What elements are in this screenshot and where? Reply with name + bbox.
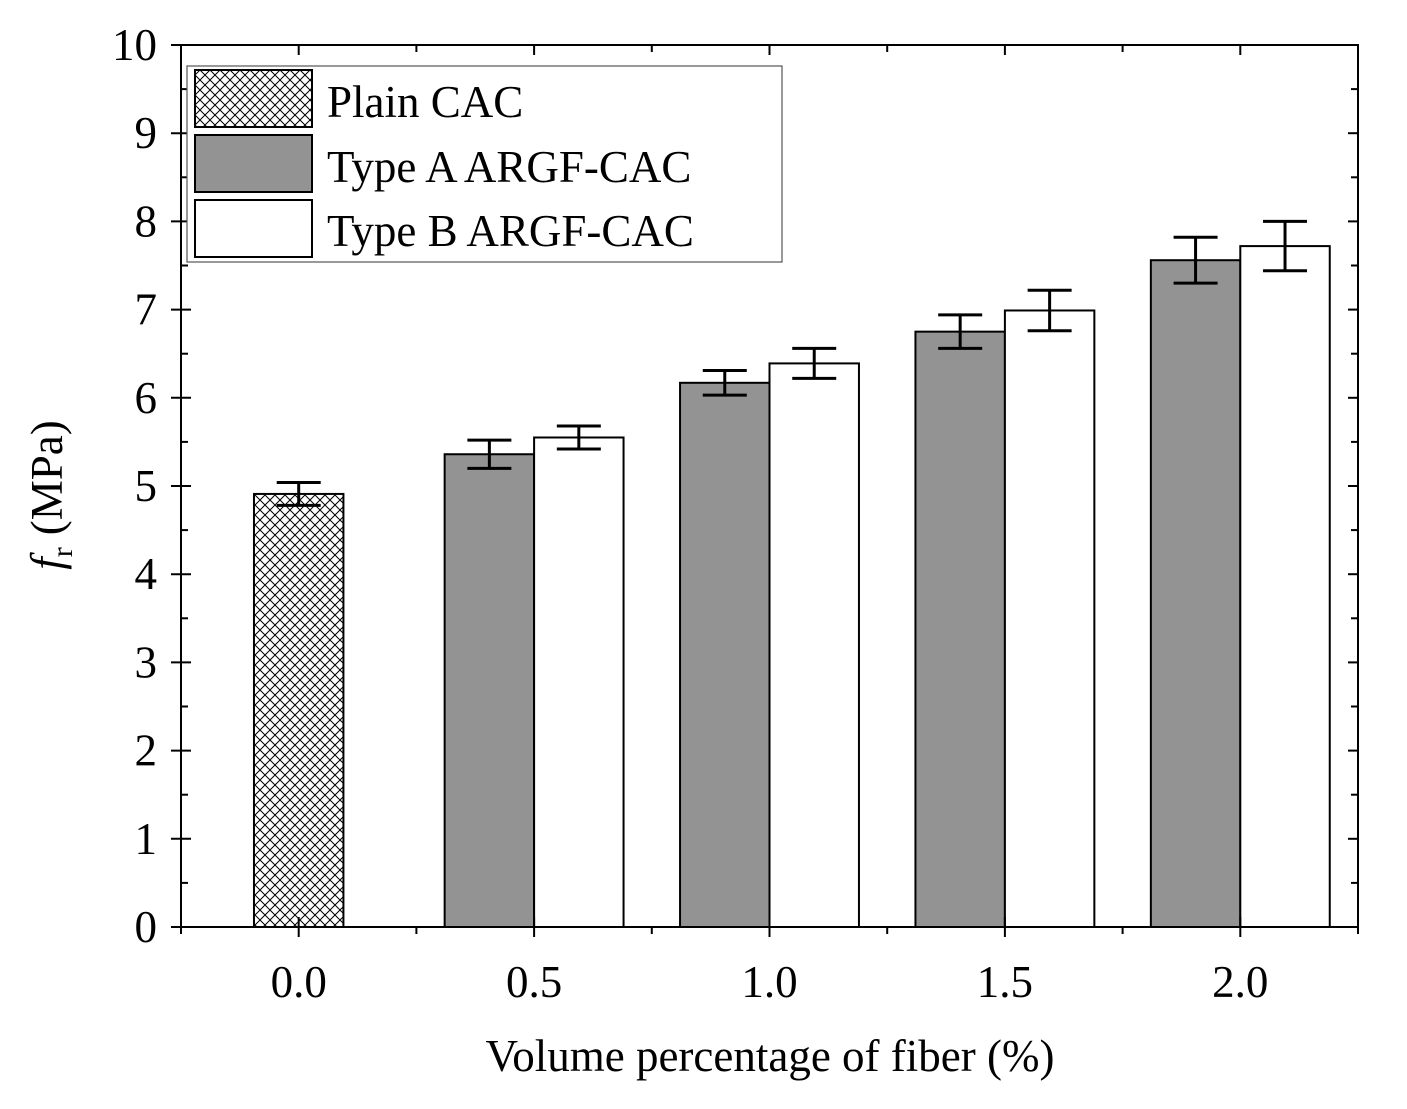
bar-type-a-argf-cac-0.5 xyxy=(443,453,536,928)
y-tick-label: 8 xyxy=(135,196,158,246)
error-bars-layer xyxy=(276,219,1308,507)
y-axis-label-unit: (MPa) xyxy=(22,420,72,535)
legend-label-plain-cac: Plain CAC xyxy=(327,77,523,127)
y-tick-label: 6 xyxy=(135,373,158,423)
bar-type-b-argf-cac-0.5 xyxy=(533,436,625,928)
bar-type-a-argf-cac-2.0 xyxy=(1149,259,1242,928)
x-tick-label: 0.5 xyxy=(506,957,562,1007)
x-tick-label: 0.0 xyxy=(271,957,327,1007)
y-tick-label: 1 xyxy=(135,814,158,864)
bar-type-b-argf-cac-1.0 xyxy=(768,362,860,929)
bar-type-b-argf-cac-1.5 xyxy=(1003,309,1096,928)
y-tick-label: 2 xyxy=(135,726,158,776)
x-tick-label: 1.0 xyxy=(741,957,797,1007)
y-tick-label: 10 xyxy=(112,20,157,70)
legend-label-type-b: Type B ARGF-CAC xyxy=(327,206,694,256)
y-axis: 0 1 2 3 4 5 6 7 8 9 10 xyxy=(112,20,1358,952)
x-axis-label: Volume percentage of fiber (%) xyxy=(486,1031,1055,1081)
x-tick-label: 2.0 xyxy=(1212,957,1268,1007)
bar-plain-cac-0.0 xyxy=(252,492,345,928)
y-axis-label: fr(MPa) xyxy=(22,420,79,570)
y-tick-label: 7 xyxy=(135,285,158,335)
bar-type-a-argf-cac-1.0 xyxy=(679,381,771,928)
y-tick-label: 5 xyxy=(135,461,158,511)
y-tick-label: 0 xyxy=(135,902,158,952)
legend-label-type-a: Type A ARGF-CAC xyxy=(327,142,691,192)
y-tick-label: 4 xyxy=(135,549,158,599)
legend-swatch-type-b xyxy=(194,199,313,258)
y-axis-label-subscript: r xyxy=(46,547,79,557)
bar-type-b-argf-cac-2.0 xyxy=(1239,245,1331,928)
bar-type-a-argf-cac-1.5 xyxy=(914,330,1006,928)
legend-swatch-plain-cac xyxy=(194,69,313,128)
bars-layer xyxy=(252,245,1331,929)
y-tick-label: 3 xyxy=(135,637,158,687)
legend-swatch-type-a xyxy=(194,134,313,193)
legend: Plain CAC Type A ARGF-CAC Type B ARGF-CA… xyxy=(186,65,783,263)
x-tick-label: 1.5 xyxy=(977,957,1033,1007)
x-axis: 0.0 0.5 1.0 1.5 2.0 xyxy=(180,45,1359,1007)
y-tick-label: 9 xyxy=(135,108,158,158)
